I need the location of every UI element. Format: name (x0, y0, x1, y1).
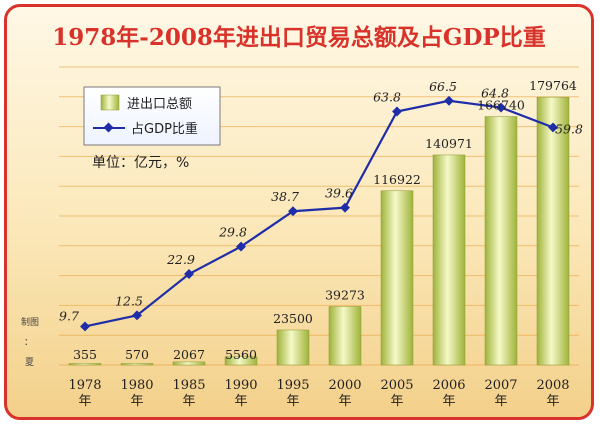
legend-bar-swatch (100, 94, 120, 111)
bar-value-label: 570 (125, 347, 149, 362)
unit-note: 单位：亿元，% (92, 155, 189, 171)
bar-value-label: 355 (73, 347, 97, 362)
x-tick-label: 1990 年 (224, 378, 257, 409)
chart-frame: 1978年-2008年进出口贸易总额及占GDP比重 355 570 2067 5560… (4, 4, 594, 420)
x-tick-label: 2008 年 (536, 378, 569, 409)
bar (432, 154, 466, 366)
data-labels: 355 570 2067 5560 23500 39273 116922 140971 1667… (59, 78, 583, 362)
bar (276, 329, 310, 366)
x-tick-label: 2000 年 (328, 378, 361, 409)
credit: 制图 ： 夏 (21, 316, 39, 368)
bar (120, 363, 154, 366)
bar-value-label: 166740 (477, 98, 525, 113)
pct-value-label: 22.9 (166, 252, 195, 267)
line-marker (444, 95, 454, 106)
bar-value-label: 116922 (373, 172, 421, 187)
pct-value-label: 64.8 (481, 86, 509, 101)
bar (172, 361, 206, 366)
bar (68, 363, 102, 366)
bar (484, 116, 518, 366)
x-axis-ticks: 1978 年 1980 年 1985 年 1990 年 1995 年 2000 年 2005 年 2006 年… (68, 378, 569, 409)
line-series (80, 95, 558, 332)
bar-value-label: 2067 (173, 347, 205, 362)
legend: 进出口总额 占GDP比重 (83, 86, 221, 146)
line-marker (392, 106, 402, 117)
credit-line-1: 制图 (21, 316, 39, 328)
bar-value-label: 179764 (529, 78, 577, 93)
legend-line-label: 占GDP比重 (131, 121, 198, 137)
pct-value-label: 9.7 (59, 308, 79, 323)
line-marker (184, 269, 194, 279)
x-tick-label: 1995 年 (276, 378, 309, 409)
bar-value-label: 39273 (325, 287, 365, 302)
legend-line-marker (103, 122, 114, 133)
pct-value-label: 12.5 (115, 293, 143, 308)
credit-line-2: ： (24, 338, 33, 348)
pct-value-label: 66.5 (429, 79, 457, 94)
pct-value-label: 29.8 (218, 225, 247, 240)
x-tick-label: 1980 年 (120, 378, 153, 409)
x-tick-label: 2007 年 (484, 378, 517, 409)
bars (68, 96, 570, 366)
chart-title: 1978年-2008年进出口贸易总额及占GDP比重 (52, 24, 545, 51)
bar (536, 96, 570, 366)
chart-canvas: 1978年-2008年进出口贸易总额及占GDP比重 355 570 2067 5560… (21, 24, 583, 409)
bar (380, 190, 414, 366)
bar (224, 356, 258, 366)
pct-value-label: 59.8 (555, 121, 583, 136)
x-tick-label: 1985 年 (172, 378, 205, 409)
line-marker (236, 241, 246, 252)
legend-bar-label: 进出口总额 (127, 97, 192, 112)
line-marker (288, 206, 298, 217)
line-marker (340, 202, 350, 213)
line-marker (132, 310, 142, 321)
line-marker (80, 321, 90, 332)
x-tick-label: 1978 年 (68, 378, 101, 409)
bar-value-label: 5560 (225, 347, 257, 362)
credit-line-3: 夏 (25, 357, 34, 368)
x-tick-label: 2005 年 (380, 378, 413, 409)
pct-value-label: 63.8 (373, 90, 401, 105)
bar-value-label: 23500 (273, 311, 313, 326)
pct-value-label: 38.7 (271, 189, 299, 204)
gridlines (59, 66, 579, 366)
x-tick-label: 2006 年 (432, 378, 465, 409)
gdp-share-line (84, 99, 554, 328)
line-marker (548, 122, 558, 133)
bar-value-label: 140971 (425, 136, 473, 151)
bar (328, 306, 362, 366)
pct-value-label: 39.6 (325, 186, 353, 201)
